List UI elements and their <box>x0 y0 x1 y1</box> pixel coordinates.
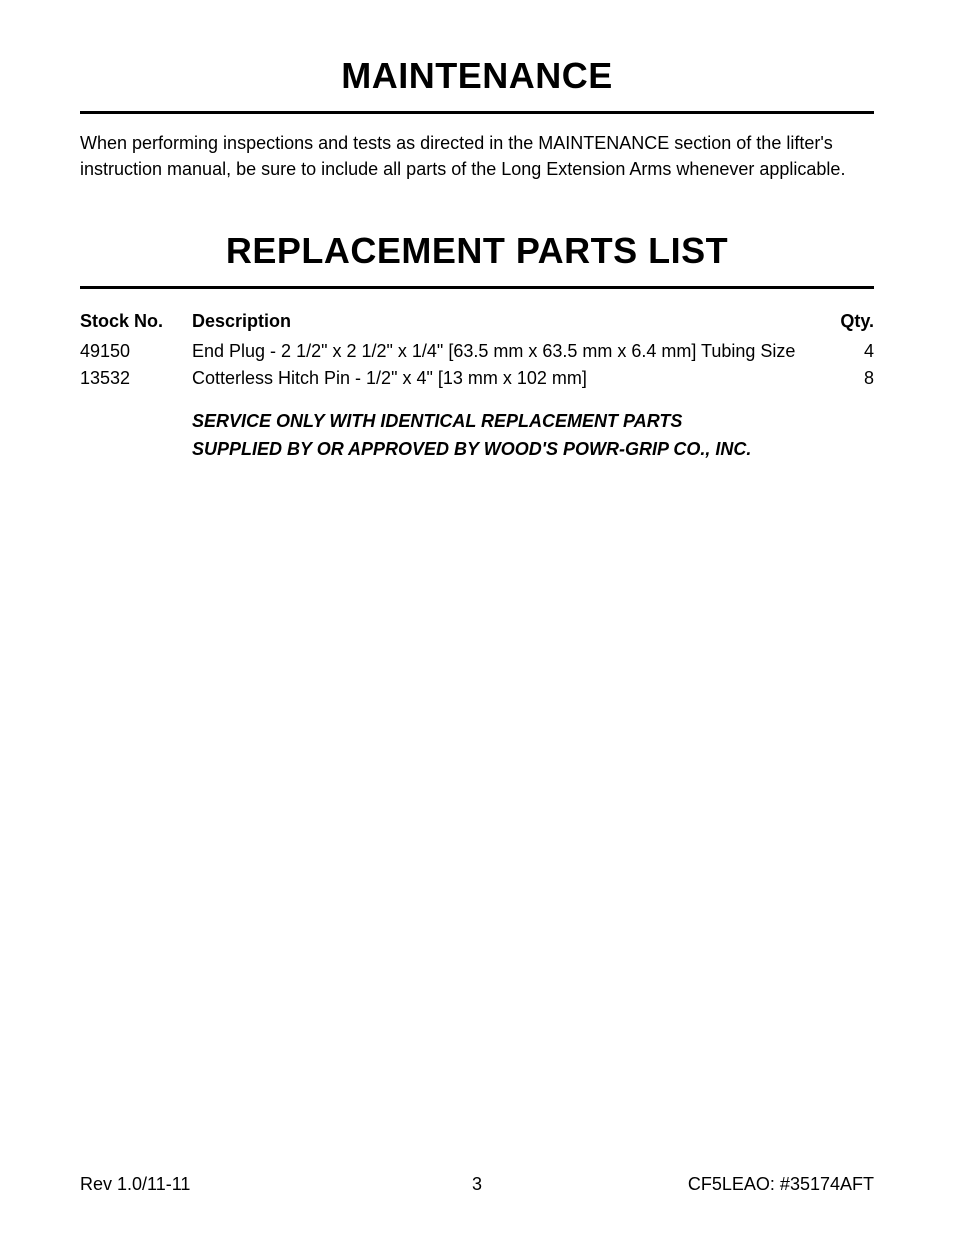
parts-table: Stock No. Description Qty. 49150 End Plu… <box>80 305 874 392</box>
cell-qty: 8 <box>814 365 874 392</box>
parts-rule <box>80 286 874 289</box>
service-note-line1: SERVICE ONLY WITH IDENTICAL REPLACEMENT … <box>192 408 874 436</box>
cell-stock: 13532 <box>80 365 192 392</box>
page-footer: Rev 1.0/11-11 3 CF5LEAO: #35174AFT <box>80 1174 874 1195</box>
cell-stock: 49150 <box>80 338 192 365</box>
cell-description: End Plug - 2 1/2" x 2 1/2" x 1/4" [63.5 … <box>192 338 814 365</box>
parts-table-header-row: Stock No. Description Qty. <box>80 305 874 338</box>
col-description-header: Description <box>192 305 814 338</box>
col-stock-header: Stock No. <box>80 305 192 338</box>
cell-description: Cotterless Hitch Pin - 1/2" x 4" [13 mm … <box>192 365 814 392</box>
service-note-line2: SUPPLIED BY OR APPROVED BY WOOD'S POWR-G… <box>192 436 874 464</box>
table-row: 13532 Cotterless Hitch Pin - 1/2" x 4" [… <box>80 365 874 392</box>
replacement-parts-heading: REPLACEMENT PARTS LIST <box>80 230 874 272</box>
maintenance-intro-text: When performing inspections and tests as… <box>80 130 874 182</box>
footer-page-number: 3 <box>80 1174 874 1195</box>
service-note: SERVICE ONLY WITH IDENTICAL REPLACEMENT … <box>80 408 874 464</box>
document-page: MAINTENANCE When performing inspections … <box>0 0 954 1235</box>
cell-qty: 4 <box>814 338 874 365</box>
col-qty-header: Qty. <box>814 305 874 338</box>
table-row: 49150 End Plug - 2 1/2" x 2 1/2" x 1/4" … <box>80 338 874 365</box>
maintenance-heading: MAINTENANCE <box>80 55 874 97</box>
maintenance-rule <box>80 111 874 114</box>
